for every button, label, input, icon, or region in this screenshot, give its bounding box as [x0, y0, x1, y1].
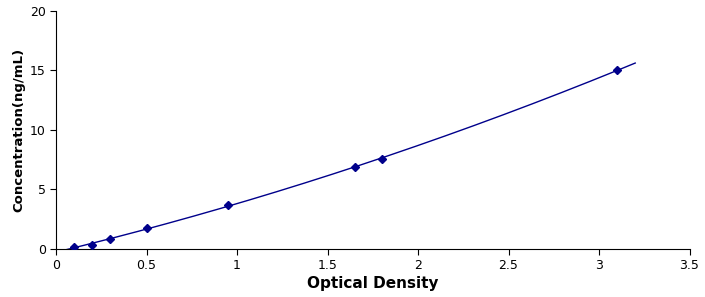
X-axis label: Optical Density: Optical Density	[307, 277, 439, 291]
Y-axis label: Concentration(ng/mL): Concentration(ng/mL)	[13, 48, 25, 212]
